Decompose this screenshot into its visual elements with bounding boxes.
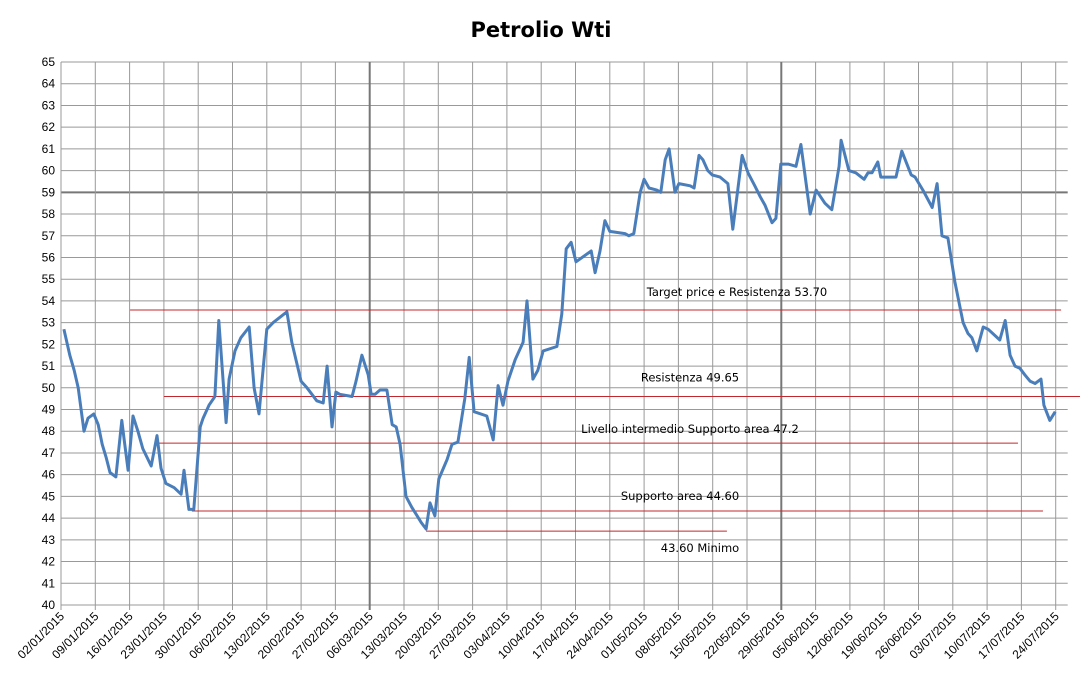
y-tick-label: 64 — [42, 77, 56, 91]
reference-line-label: 43.60 Minimo — [661, 541, 739, 555]
y-tick-label: 56 — [42, 250, 56, 264]
y-tick-label: 41 — [42, 576, 56, 590]
y-tick-label: 58 — [42, 207, 56, 221]
reference-line-label: Livello intermedio Supporto area 47.2 — [581, 422, 799, 436]
series-line — [62, 138, 1057, 531]
y-tick-label: 45 — [42, 489, 56, 503]
chart-title: Petrolio Wti — [471, 18, 612, 42]
x-axis-ticks: 02/01/201509/01/201516/01/201523/01/2015… — [15, 609, 1062, 662]
y-tick-label: 44 — [42, 511, 56, 525]
y-tick-label: 57 — [42, 229, 56, 243]
gridlines — [60, 61, 1068, 610]
reference-lines — [130, 309, 1080, 532]
y-tick-label: 55 — [42, 272, 56, 286]
reference-line-label: Target price e Resistenza 53.70 — [646, 285, 828, 299]
y-tick-label: 50 — [42, 381, 56, 395]
y-tick-label: 47 — [42, 446, 56, 460]
y-tick-label: 46 — [42, 468, 56, 482]
y-tick-label: 60 — [42, 164, 56, 178]
y-tick-label: 54 — [42, 294, 56, 308]
price-series — [62, 138, 1057, 531]
y-tick-label: 52 — [42, 337, 56, 351]
y-tick-label: 42 — [42, 555, 56, 569]
y-tick-label: 62 — [42, 120, 56, 134]
y-tick-label: 43 — [42, 533, 56, 547]
reference-line-label: Supporto area 44.60 — [621, 489, 739, 503]
annotations: Target price e Resistenza 53.70 Resistenz… — [581, 285, 827, 555]
y-axis-ticks: 40 41 42 43 44 45 46 47 48 49 50 51 52 53 54 55 56 57 58 59… — [42, 55, 56, 612]
y-tick-label: 40 — [42, 598, 56, 612]
y-tick-label: 61 — [42, 142, 56, 156]
y-tick-label: 49 — [42, 403, 56, 417]
y-tick-label: 53 — [42, 316, 56, 330]
y-tick-label: 63 — [42, 98, 56, 112]
y-tick-label: 48 — [42, 424, 56, 438]
reference-line-label: Resistenza 49.65 — [641, 370, 739, 384]
y-tick-label: 65 — [42, 55, 56, 69]
y-tick-label: 59 — [42, 185, 56, 199]
y-tick-label: 51 — [42, 359, 56, 373]
